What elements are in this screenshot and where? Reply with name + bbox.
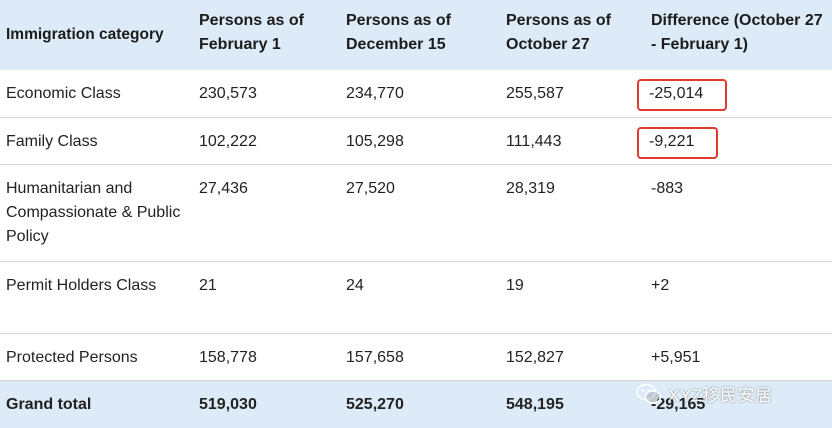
table-row: Humanitarian and Compassionate & Public … — [0, 164, 832, 261]
header-row: Immigration category Persons as of Febru… — [0, 0, 832, 70]
table-row: Permit Holders Class 21 24 19 +2 — [0, 261, 832, 333]
header-oct27: Persons as of October 27 — [506, 12, 611, 53]
cell-difference: -9,221 — [637, 117, 832, 164]
cell-category: Permit Holders Class — [6, 276, 157, 294]
cell-dec15: 105,298 — [346, 132, 404, 150]
table-row: Family Class 102,222 105,298 111,443 -9,… — [0, 117, 832, 164]
cell-difference: -883 — [651, 179, 684, 197]
cell-oct27: 111,443 — [506, 132, 562, 150]
watermark-text: XYZ移民安居 — [668, 386, 773, 405]
cell-dec15: 27,520 — [346, 179, 395, 197]
watermark: XYZ移民安居 — [636, 381, 773, 406]
grand-total-row: Grand total 519,030 525,270 548,195 -29,… — [0, 380, 832, 428]
cell-difference: +5,951 — [651, 348, 701, 366]
header-difference: Difference (October 27 - February 1) — [651, 12, 823, 53]
cell-category: Humanitarian and Compassionate & Public … — [6, 179, 181, 245]
cell-oct27: 255,587 — [506, 85, 564, 102]
table-row: Economic Class 230,573 234,770 255,587 -… — [0, 70, 832, 117]
cell-dec15: 234,770 — [346, 85, 404, 102]
header-dec15: Persons as of December 15 — [346, 12, 451, 53]
cell-feb1: 21 — [199, 276, 217, 294]
highlighted-difference: -9,221 — [637, 126, 719, 159]
total-difference: -29,165 — [651, 395, 706, 413]
cell-oct27: 28,319 — [506, 179, 555, 197]
wechat-icon — [636, 383, 662, 404]
total-feb1: 519,030 — [199, 395, 257, 413]
cell-feb1: 230,573 — [199, 85, 257, 102]
total-label: Grand total — [6, 395, 92, 413]
highlighted-difference: -25,014 — [637, 79, 728, 111]
cell-dec15: 24 — [346, 276, 364, 294]
cell-feb1: 158,778 — [199, 348, 257, 366]
cell-oct27: 152,827 — [506, 348, 564, 366]
total-oct27: 548,195 — [506, 395, 564, 413]
cell-difference: +2 — [651, 276, 670, 294]
table-row: Protected Persons 158,778 157,658 152,82… — [0, 333, 832, 380]
cell-difference: -25,014 — [637, 70, 832, 117]
cell-dec15: 157,658 — [346, 348, 404, 366]
header-feb1: Persons as of February 1 — [199, 12, 304, 53]
cell-category: Protected Persons — [6, 348, 138, 366]
total-dec15: 525,270 — [346, 395, 404, 413]
cell-feb1: 27,436 — [199, 179, 248, 197]
table-body: Economic Class 230,573 234,770 255,587 -… — [0, 70, 832, 428]
cell-feb1: 102,222 — [199, 132, 257, 150]
cell-category: Economic Class — [6, 85, 121, 102]
header-category: Immigration category — [6, 26, 164, 43]
table-header: Immigration category Persons as of Febru… — [0, 0, 832, 70]
cell-category: Family Class — [6, 132, 98, 150]
cell-oct27: 19 — [506, 276, 524, 294]
